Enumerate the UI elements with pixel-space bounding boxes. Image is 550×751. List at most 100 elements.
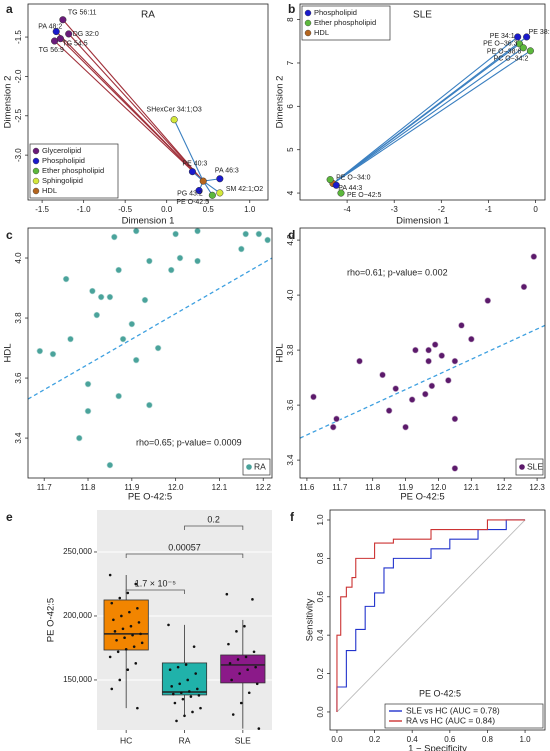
point <box>193 257 202 265</box>
y-tick-label: 0.0 <box>316 706 325 718</box>
point <box>483 296 492 305</box>
y-tick-label: 0.6 <box>316 591 325 603</box>
y-axis-label: HDL <box>275 343 286 362</box>
legend-swatch <box>304 29 312 37</box>
point <box>168 668 172 672</box>
legend-label: Ether phospholipid <box>314 18 376 27</box>
legend-swatch <box>32 177 40 185</box>
point <box>118 596 122 600</box>
point <box>424 346 433 354</box>
y-axis-label: HDL <box>3 343 14 362</box>
node <box>326 176 334 184</box>
point <box>238 672 241 675</box>
legend-label: Sphingolipid <box>42 176 83 185</box>
x-tick-label: 11.7 <box>37 483 53 492</box>
y-tick-label: 200,000 <box>63 611 92 620</box>
y-tick-label: 6 <box>286 104 295 109</box>
y-tick-label: 1.0 <box>316 514 325 526</box>
x-tick-label: RA <box>179 735 191 745</box>
point <box>126 591 130 595</box>
legend-swatch <box>32 187 40 195</box>
legend-label: HDL <box>314 28 329 37</box>
point <box>444 376 453 385</box>
point <box>332 415 341 423</box>
point <box>194 672 197 675</box>
edge <box>332 50 531 184</box>
node <box>199 177 207 185</box>
x-axis-label: Dimension 1 <box>122 216 175 227</box>
y-tick-label: 4.0 <box>286 289 295 301</box>
x-tick-label: -1.0 <box>77 205 91 214</box>
y-tick-label: 4.0 <box>14 252 23 264</box>
point <box>136 606 139 610</box>
x-tick-label: 0.2 <box>369 735 381 744</box>
node <box>526 47 534 55</box>
y-tick-label: 0.2 <box>316 667 325 679</box>
x-tick-label: 11.6 <box>299 483 315 492</box>
point <box>225 592 229 596</box>
point <box>451 357 459 365</box>
point <box>421 390 430 398</box>
y-tick-label: -2.0 <box>14 69 23 83</box>
point <box>140 641 144 645</box>
point <box>62 275 70 283</box>
p-value: 0.00057 <box>168 542 201 552</box>
point <box>84 407 92 415</box>
point <box>108 573 112 577</box>
point <box>530 252 538 261</box>
node-label: PE 34:1 <box>490 33 515 40</box>
legend-swatch <box>246 464 252 470</box>
node <box>188 168 196 176</box>
node <box>519 44 527 52</box>
node <box>52 28 60 36</box>
point <box>180 691 183 695</box>
trend-line <box>27 257 273 400</box>
node <box>216 189 224 197</box>
y-tick-label: 7 <box>286 60 295 65</box>
node <box>337 189 345 197</box>
edge <box>332 36 519 184</box>
box <box>161 662 208 696</box>
point <box>172 692 175 696</box>
point <box>251 598 254 601</box>
x-tick-label: 12.1 <box>212 483 228 492</box>
x-tick-label: 0.0 <box>161 205 173 214</box>
legend-label: Glycerolipid <box>42 146 81 155</box>
legend-box <box>515 458 544 476</box>
node-label: SM 42:1;O2 <box>226 186 263 193</box>
point <box>121 627 125 631</box>
node-label: PA 44:3 <box>338 185 362 192</box>
y-tick-label: 150,000 <box>63 675 92 684</box>
x-tick-label: 11.9 <box>398 483 414 492</box>
y-tick-label: 5 <box>286 147 295 152</box>
point <box>92 311 101 319</box>
node <box>332 181 340 189</box>
box <box>103 599 149 651</box>
point <box>126 668 130 672</box>
roc-curve <box>336 519 526 712</box>
point <box>428 382 436 390</box>
panel-title: SLE <box>413 10 432 21</box>
node-label: PE O−42:5 <box>347 192 382 199</box>
point <box>411 346 420 354</box>
y-axis-label: PE O-42:5 <box>46 598 57 642</box>
box <box>220 654 266 684</box>
node-label: PA 46:3 <box>215 168 239 175</box>
point <box>75 434 84 442</box>
x-tick-label: 1.0 <box>244 205 256 214</box>
x-tick-label: 12.2 <box>496 483 512 492</box>
point <box>236 658 240 661</box>
y-tick-label: 0.4 <box>316 629 325 641</box>
legend-box <box>29 143 119 199</box>
point <box>263 236 272 244</box>
point <box>244 655 248 659</box>
legend-box <box>301 5 391 41</box>
point <box>171 230 180 238</box>
point <box>355 357 364 365</box>
x-tick-label: 1.0 <box>519 735 531 744</box>
panel-letter: c <box>6 228 13 242</box>
y-axis-label: Sensitivity <box>305 598 316 641</box>
node-label: TG 54:5 <box>62 40 87 47</box>
point <box>378 371 387 379</box>
